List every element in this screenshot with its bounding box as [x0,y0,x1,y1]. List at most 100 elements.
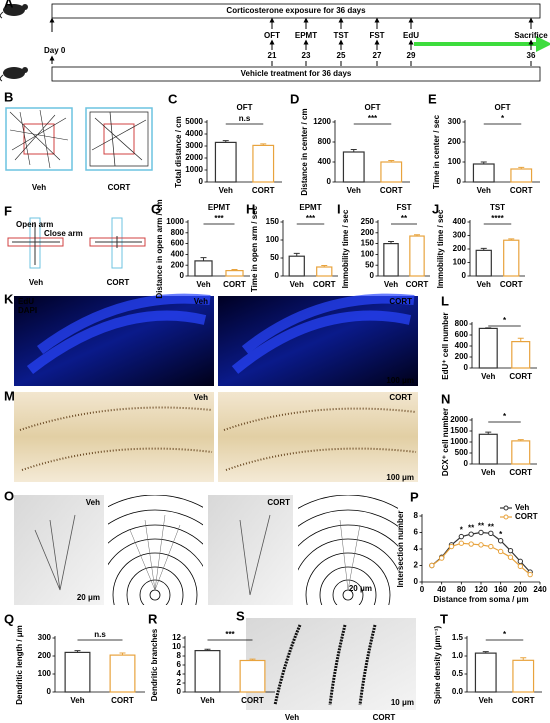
significance: * [503,316,507,325]
significance: ** [478,522,485,531]
y-tick-label: 6 [177,660,182,669]
y-tick-label: 400 [171,250,185,259]
event-day: 36 [527,51,536,60]
series-line [431,542,531,576]
significance: ** [468,523,475,532]
panel-label: A [4,0,14,10]
image-note: DAPI [18,306,37,315]
image-label: Veh [285,713,299,722]
y-tick-label: 0 [275,271,280,280]
error-bar [249,658,256,661]
y-tick-label: 0 [457,177,462,186]
y-tick-label: 200 [448,137,462,146]
x-tick-label: CORT [509,372,532,381]
mouse-icon [0,4,28,19]
panel-label: Q [4,611,14,626]
point [497,548,504,555]
error-bar [517,337,524,342]
error-bar [231,269,238,271]
x-tick-label: Veh [196,280,210,289]
panel-label: M [4,388,15,403]
y-tick-label: 400 [455,341,469,350]
error-bar [350,149,357,152]
y-tick-label: 150 [361,239,375,248]
x-tick-label: 0 [420,585,425,594]
bar [109,654,136,693]
y-tick-label: 100 [361,250,375,259]
image-note: 100 μm [386,473,414,482]
significance: * [503,412,507,421]
error-bar [119,652,126,656]
event-day: 29 [407,51,416,60]
panel-label: N [441,391,450,406]
legend-marker [503,514,509,520]
y-tick-label: 300 [453,231,467,240]
x-tick-label: CORT [252,186,275,195]
y-tick-label: 6 [414,528,419,537]
error-bar [260,143,267,146]
point [468,541,474,547]
bar [316,266,333,277]
error-bar [480,161,487,164]
y-tick-label: 1000 [185,165,203,174]
image-note: Close arm [44,229,83,238]
y-tick-label: 200 [361,228,375,237]
panel-label: F [4,203,12,218]
bar [478,327,498,369]
y-axis-label: Distance in center / cm [300,108,309,195]
x-tick-label: Veh [477,280,491,289]
bar [380,161,403,183]
x-tick-label: CORT [241,696,264,705]
x-tick-label: Veh [481,468,495,477]
significance: *** [225,630,235,639]
significance: * [501,114,505,123]
error-bar [480,247,487,251]
significance: ** [488,522,495,531]
y-axis-label: EdU⁺ cell number [441,312,450,379]
image-label: CORT [389,297,412,306]
error-bar [520,657,527,661]
y-tick-label: 100 [266,235,280,244]
chart-title: OFT [237,103,253,112]
image-note: 20 μm [77,593,100,602]
event-day: 25 [337,51,346,60]
y-tick-label: 800 [318,137,332,146]
y-tick-label: 4 [414,544,419,553]
image-label: CORT [108,183,131,192]
event-label: EPMT [295,31,317,40]
bar [474,652,497,693]
bar [194,260,213,277]
error-bar [485,327,492,329]
significance: * [499,530,503,539]
x-tick-label: CORT [509,468,532,477]
chart-title: FST [396,203,411,212]
x-tick-label: CORT [512,696,535,705]
error-bar [204,648,211,651]
bar-label: Corticosterone exposure for 36 days [226,6,366,15]
panel-label: H [246,201,255,216]
x-tick-label: CORT [111,696,134,705]
image-note: 10 μm [391,698,414,707]
y-tick-label: 800 [171,228,185,237]
point [458,540,465,546]
y-tick-label: 100 [448,157,462,166]
bar [252,144,275,183]
x-tick-label: Veh [219,186,233,195]
panel-label: J [432,201,439,216]
significance: **** [491,214,504,223]
image-label: CORT [107,278,130,287]
point [507,547,514,554]
error-bar [321,265,328,267]
y-axis-label: Total distance / cm [174,116,183,187]
x-tick-label: 80 [457,585,466,594]
bar [475,249,492,277]
bar [503,239,520,277]
plus-maze-images [7,217,146,269]
significance: ** [401,214,408,223]
point [468,531,474,537]
error-bar [222,140,229,143]
point [488,530,494,537]
panel-label: L [441,293,449,308]
y-tick-label: 2 [177,678,182,687]
bar-label: Vehicle treatment for 36 days [241,69,352,78]
